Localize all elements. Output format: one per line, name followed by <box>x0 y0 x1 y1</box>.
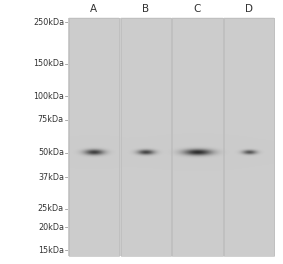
Text: 50kDa: 50kDa <box>38 148 64 157</box>
Bar <box>224 18 274 256</box>
Text: 250kDa: 250kDa <box>33 18 64 27</box>
Bar <box>68 18 275 256</box>
Text: 37kDa: 37kDa <box>38 173 64 182</box>
Text: 150kDa: 150kDa <box>33 59 64 68</box>
Bar <box>172 18 222 256</box>
Bar <box>172 18 222 256</box>
Bar <box>121 18 171 256</box>
Text: A: A <box>90 4 97 14</box>
Bar <box>224 18 274 256</box>
Text: C: C <box>194 4 201 14</box>
Bar <box>121 18 171 256</box>
Text: 25kDa: 25kDa <box>38 204 64 213</box>
Bar <box>69 18 119 256</box>
Text: 15kDa: 15kDa <box>38 246 64 255</box>
Bar <box>69 18 119 256</box>
Text: 100kDa: 100kDa <box>33 92 64 101</box>
Text: 20kDa: 20kDa <box>38 223 64 232</box>
Text: B: B <box>142 4 149 14</box>
Text: D: D <box>245 4 253 14</box>
Text: 75kDa: 75kDa <box>38 115 64 124</box>
